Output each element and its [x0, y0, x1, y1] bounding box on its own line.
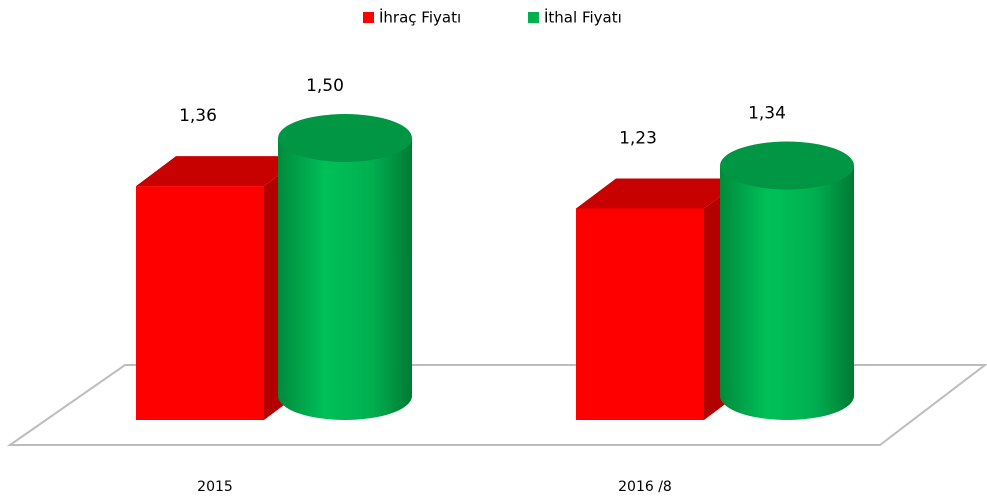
cylinder-top	[278, 114, 412, 162]
bar-top	[136, 156, 304, 187]
bar	[136, 186, 264, 420]
bar-top	[576, 178, 744, 209]
legend-label: İhraç Fiyatı	[379, 8, 461, 27]
cylinder-top	[720, 141, 854, 190]
bar	[576, 208, 704, 420]
cylinder	[720, 165, 854, 420]
data-label: 1,23	[619, 128, 657, 148]
data-label: 1,36	[179, 106, 217, 126]
x-tick-label: 2016 /8	[618, 479, 672, 495]
cylinder	[278, 138, 412, 420]
plot-area: 2015 1,36 1,50 2016 /8 1,23 1,34	[136, 76, 854, 495]
data-label: 1,34	[748, 104, 786, 124]
legend-label: İthal Fiyatı	[544, 8, 622, 27]
data-label: 1,50	[306, 76, 344, 96]
legend-swatch	[363, 12, 374, 23]
legend-swatch	[528, 12, 539, 23]
x-tick-label: 2015	[197, 479, 233, 495]
legend: İhraç Fiyatı İthal Fiyatı	[363, 8, 622, 27]
